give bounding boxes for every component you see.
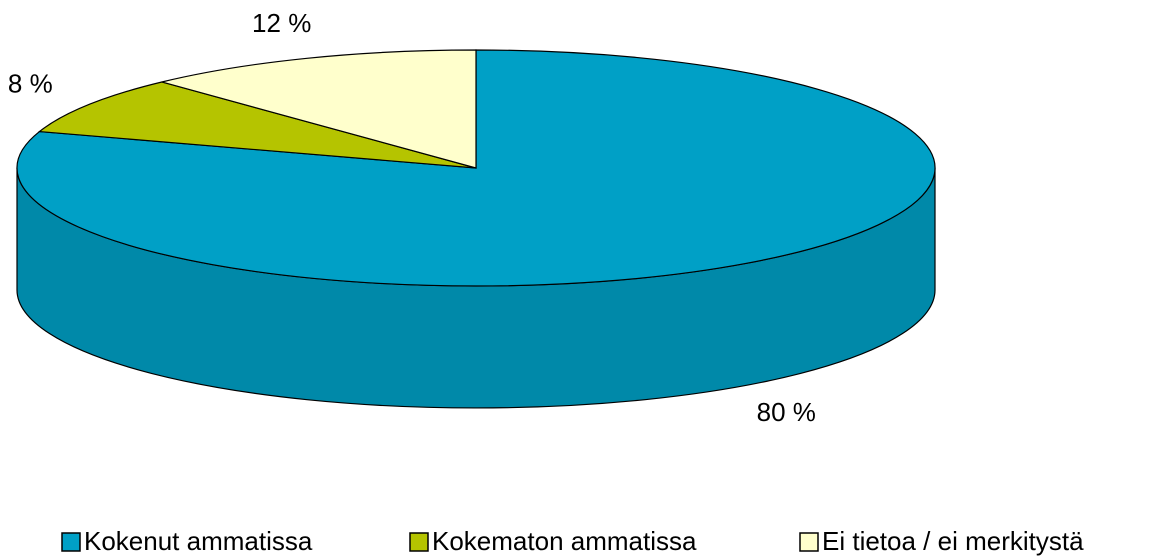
legend-swatch <box>61 532 81 552</box>
legend-label: Kokematon ammatissa <box>432 526 697 556</box>
slice <box>161 49 477 169</box>
data-label: 80 % <box>757 397 816 427</box>
slice <box>16 49 936 287</box>
legend-swatch <box>409 532 429 552</box>
legend-label: Ei tietoa / ei merkitystä <box>822 526 1084 556</box>
data-label: 12 % <box>252 8 311 38</box>
legend-label: Kokenut ammatissa <box>84 526 313 556</box>
slice <box>37 81 477 169</box>
data-label: 8 % <box>8 69 53 99</box>
legend-swatch <box>799 532 819 552</box>
